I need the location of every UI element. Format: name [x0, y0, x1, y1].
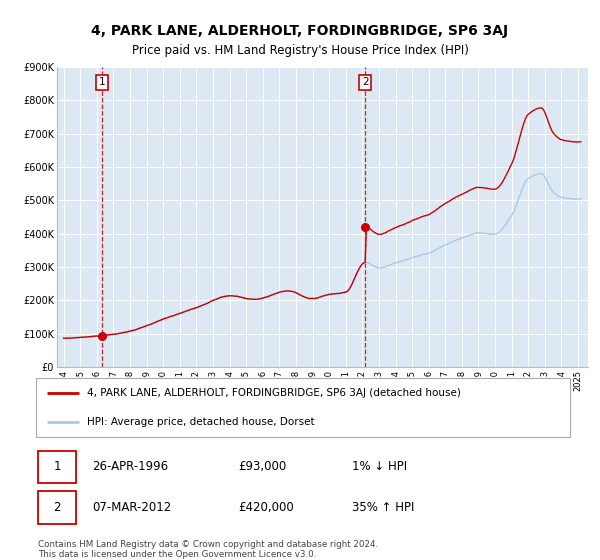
Text: HPI: Average price, detached house, Dorset: HPI: Average price, detached house, Dors…	[87, 417, 314, 427]
Text: 35% ↑ HPI: 35% ↑ HPI	[352, 501, 414, 514]
Text: Contains HM Land Registry data © Crown copyright and database right 2024.
This d: Contains HM Land Registry data © Crown c…	[38, 540, 379, 559]
Text: £93,000: £93,000	[238, 460, 286, 473]
FancyBboxPatch shape	[36, 378, 570, 437]
Text: 2: 2	[53, 501, 61, 514]
FancyBboxPatch shape	[38, 450, 76, 483]
Text: 2: 2	[362, 77, 368, 87]
Text: 26-APR-1996: 26-APR-1996	[92, 460, 169, 473]
Text: 1: 1	[53, 460, 61, 473]
Text: 07-MAR-2012: 07-MAR-2012	[92, 501, 172, 514]
Text: £420,000: £420,000	[238, 501, 294, 514]
Text: Price paid vs. HM Land Registry's House Price Index (HPI): Price paid vs. HM Land Registry's House …	[131, 44, 469, 57]
Text: 1% ↓ HPI: 1% ↓ HPI	[352, 460, 407, 473]
Text: 4, PARK LANE, ALDERHOLT, FORDINGBRIDGE, SP6 3AJ: 4, PARK LANE, ALDERHOLT, FORDINGBRIDGE, …	[91, 24, 509, 38]
FancyBboxPatch shape	[38, 491, 76, 524]
Text: 1: 1	[98, 77, 105, 87]
Text: 4, PARK LANE, ALDERHOLT, FORDINGBRIDGE, SP6 3AJ (detached house): 4, PARK LANE, ALDERHOLT, FORDINGBRIDGE, …	[87, 388, 461, 398]
